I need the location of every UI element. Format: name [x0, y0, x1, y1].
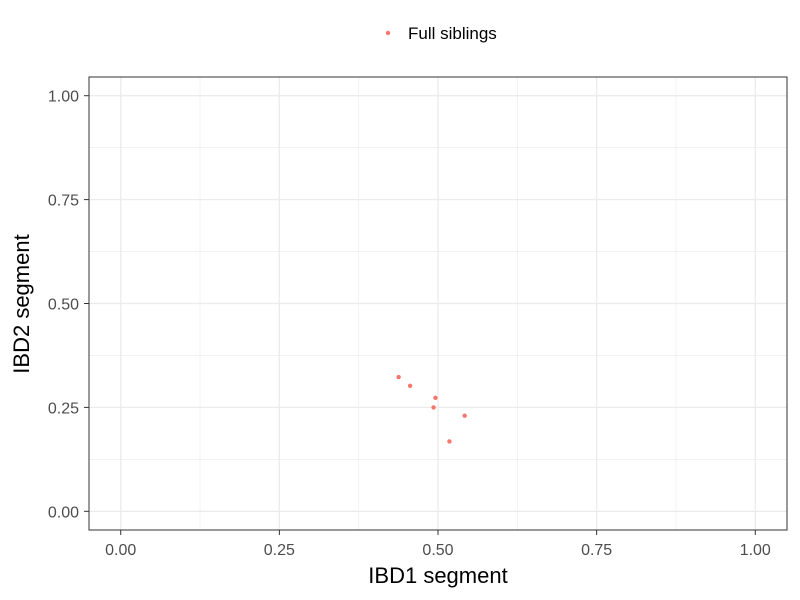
- major-gridlines: [89, 77, 787, 530]
- data-point: [407, 383, 413, 388]
- x-axis-title: IBD1 segment: [368, 563, 507, 588]
- legend-label-full-siblings: Full siblings: [408, 24, 497, 43]
- y-tick-label: 0.75: [48, 193, 79, 210]
- y-axis: 0.00 0.25 0.50 0.75 1.00: [48, 89, 89, 521]
- y-tick-label: 0.50: [48, 297, 79, 314]
- data-point: [396, 374, 401, 380]
- x-tick-label: 0.00: [105, 542, 136, 559]
- y-tick-label: 0.00: [48, 504, 79, 521]
- y-tick-label: 0.25: [48, 400, 79, 417]
- y-tick-label: 1.00: [48, 89, 79, 106]
- x-tick-label: 0.50: [422, 542, 453, 559]
- data-point: [447, 439, 452, 444]
- x-tick-label: 0.75: [581, 542, 612, 559]
- data-points: [396, 374, 467, 444]
- data-point: [433, 395, 438, 401]
- x-axis: 0.00 0.25 0.50 0.75 1.00: [105, 530, 771, 559]
- x-tick-label: 0.25: [264, 542, 295, 559]
- y-axis-title: IBD2 segment: [9, 234, 34, 373]
- x-tick-label: 1.00: [740, 542, 771, 559]
- legend: Full siblings: [385, 24, 497, 43]
- legend-key-full-siblings: [385, 30, 391, 36]
- data-point: [462, 413, 467, 418]
- data-point: [431, 405, 436, 410]
